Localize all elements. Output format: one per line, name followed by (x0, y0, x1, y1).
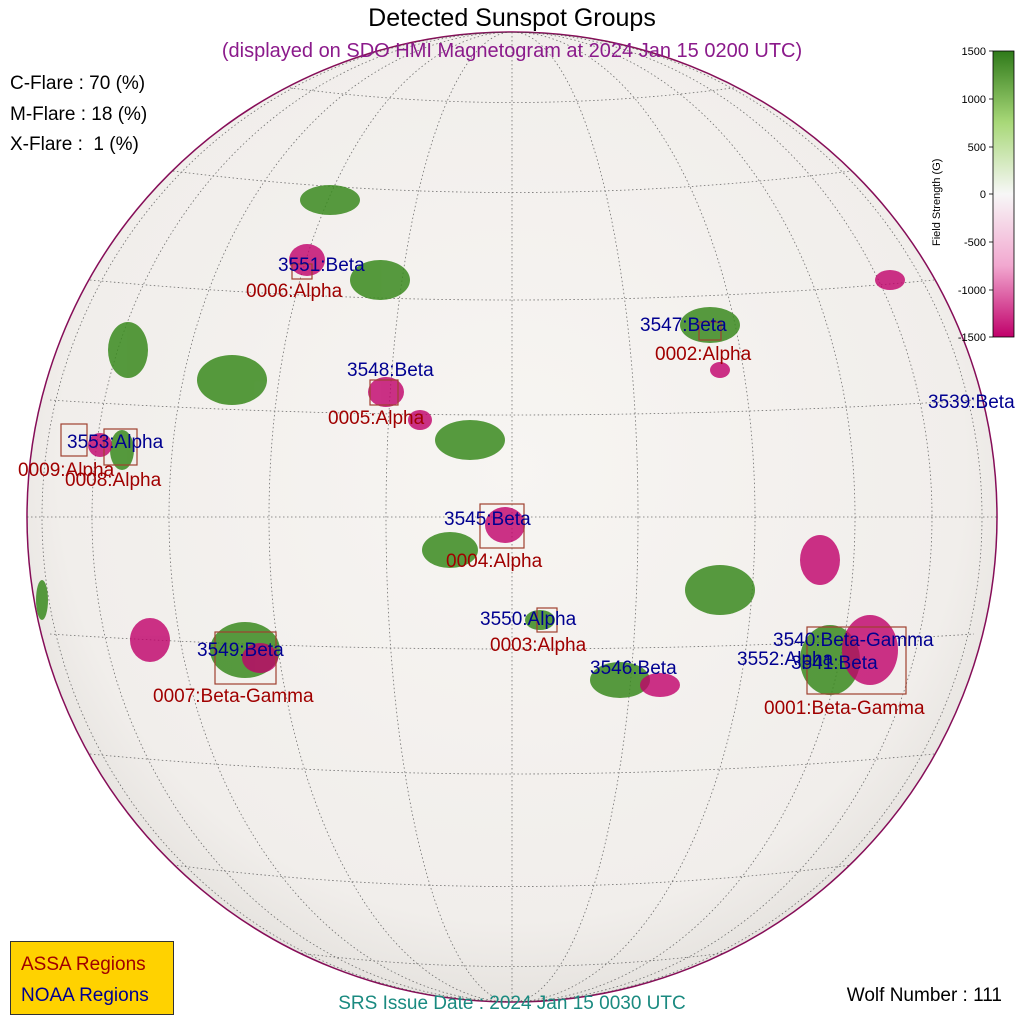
noaa-label: 3550:Alpha (480, 609, 577, 630)
noaa-label: 3539:Beta (928, 392, 1015, 413)
region-boxes (60, 263, 907, 695)
noaa-label: 3547:Beta (640, 315, 727, 336)
assa-label: 0003:Alpha (490, 635, 587, 656)
noaa-label: 3548:Beta (347, 360, 434, 381)
noaa-label: 3553:Alpha (67, 432, 164, 453)
colorbar-tick: 1000 (962, 94, 986, 106)
colorbar-tick: 500 (968, 142, 986, 154)
colorbar-tick: 0 (980, 189, 986, 201)
m-flare-probability: M-Flare : 18 (%) (10, 104, 148, 125)
c-flare-probability: C-Flare : 70 (%) (10, 73, 146, 94)
wolf-number: Wolf Number : 111 (846, 985, 1002, 1006)
assa-label: 0005:Alpha (328, 408, 425, 429)
assa-label: 0007:Beta-Gamma (153, 686, 314, 707)
legend-noaa: NOAA Regions (21, 985, 149, 1006)
legend-assa: ASSA Regions (21, 954, 146, 975)
assa-label: 0006:Alpha (246, 281, 343, 302)
assa-label: 0001:Beta-Gamma (764, 698, 925, 719)
colorbar-tick: -1000 (958, 285, 986, 297)
noaa-label: 3541:Beta (791, 653, 878, 674)
noaa-label: 3552:Alpha (737, 649, 834, 670)
assa-label: 0008:Alpha (65, 470, 162, 491)
assa-label: 0002:Alpha (655, 344, 752, 365)
x-flare-probability: X-Flare : 1 (%) (10, 134, 139, 155)
noaa-label: 3549:Beta (197, 640, 284, 661)
colorbar-tick: -500 (964, 237, 986, 249)
assa-label: 0009:Alpha (18, 460, 115, 481)
colorbar-tick: 1500 (962, 46, 986, 58)
noaa-label: 3545:Beta (444, 509, 531, 530)
noaa-label: 3546:Beta (590, 658, 677, 679)
noaa-labels: 3551:Beta 3547:Beta 3548:Beta 3539:Beta … (67, 255, 1015, 679)
noaa-label: 3540:Beta-Gamma (773, 630, 934, 651)
srs-issue-date: SRS Issue Date : 2024 Jan 15 0030 UTC (338, 993, 686, 1014)
colorbar: 1500 1000 500 0 -500 -1000 -1500 (958, 46, 1015, 344)
assa-labels: 0006:Alpha 0002:Alpha 0005:Alpha 0009:Al… (18, 281, 925, 719)
noaa-label: 3551:Beta (278, 255, 365, 276)
region-legend: ASSA Regions NOAA Regions (10, 941, 174, 1015)
page-subtitle: (displayed on SDO HMI Magnetogram at 202… (221, 40, 803, 62)
magnetic-patches (36, 185, 905, 698)
colorbar-tick: -1500 (958, 332, 986, 344)
colorbar-label: Field Strength (G) (931, 158, 943, 246)
assa-label: 0004:Alpha (446, 551, 543, 572)
page-title: Detected Sunspot Groups (368, 4, 656, 32)
